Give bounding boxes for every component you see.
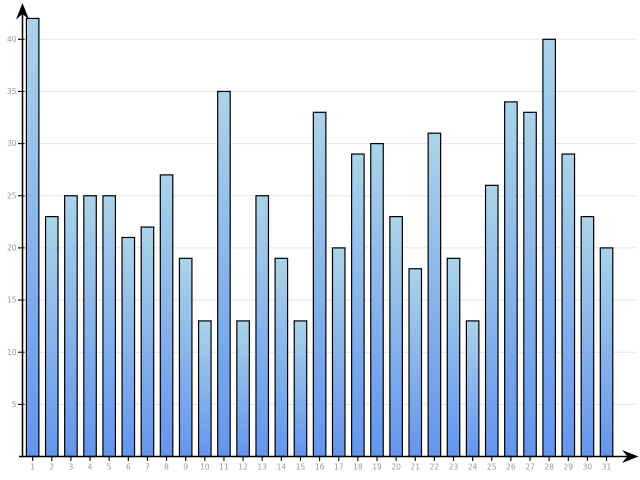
bar <box>408 268 423 458</box>
bar <box>312 111 327 458</box>
bar <box>140 226 155 458</box>
x-axis-tick-label: 1 <box>30 463 35 472</box>
y-axis-tick-label: 20 <box>7 244 17 253</box>
bar <box>542 38 557 458</box>
x-axis-tick-label: 12 <box>238 463 248 472</box>
x-axis-tick-label: 24 <box>468 463 478 472</box>
bar <box>64 195 78 458</box>
bar <box>389 216 403 458</box>
x-axis-tick-label: 17 <box>334 463 344 472</box>
bar <box>178 257 193 458</box>
x-axis-tick-label: 27 <box>525 463 535 472</box>
x-axis-tick-label: 20 <box>391 463 401 472</box>
x-axis-tick-label: 18 <box>353 463 363 472</box>
y-axis-group: 5 10 15 20 25 30 35 40 <box>7 35 25 409</box>
y-axis-tick-label: 30 <box>7 139 17 148</box>
bar <box>599 247 614 458</box>
x-axis-tick-label: 2 <box>49 463 54 472</box>
x-axis-arrow-icon <box>622 450 639 463</box>
bar <box>370 143 384 458</box>
y-axis-tick-label: 35 <box>7 87 17 96</box>
x-axis-tick-label: 31 <box>602 463 612 472</box>
bar <box>580 216 595 458</box>
bar <box>293 320 308 458</box>
x-axis-tick-label: 29 <box>564 463 574 472</box>
y-axis-tick-label: 5 <box>12 400 17 409</box>
bar <box>102 195 117 458</box>
x-axis-tick-label: 15 <box>296 463 306 472</box>
bar <box>274 257 289 458</box>
x-axis-tick-label: 30 <box>583 463 593 472</box>
bar <box>255 195 270 458</box>
x-axis-tick-label: 22 <box>430 463 440 472</box>
x-axis-tick-label: 3 <box>69 463 74 472</box>
x-axis-tick-label: 9 <box>183 463 188 472</box>
bar <box>236 320 250 458</box>
bar <box>159 174 174 458</box>
x-axis-tick-label: 5 <box>107 463 112 472</box>
bar <box>25 17 40 458</box>
x-axis-tick-label: 14 <box>277 463 287 472</box>
x-axis-tick-label: 23 <box>449 463 459 472</box>
bar <box>351 153 365 458</box>
x-axis-tick-label: 8 <box>164 463 169 472</box>
y-axis-tick-label: 10 <box>7 348 17 357</box>
x-axis-tick-label: 6 <box>126 463 131 472</box>
bar <box>446 257 461 458</box>
bar <box>83 195 97 458</box>
bar <box>331 247 346 458</box>
x-axis-tick-label: 4 <box>88 463 93 472</box>
x-axis-tick-label: 7 <box>145 463 150 472</box>
y-axis-tick-label: 40 <box>7 35 17 44</box>
x-axis-tick-label: 19 <box>372 463 382 472</box>
y-axis-arrow-icon <box>16 3 29 20</box>
x-axis-tick-label: 13 <box>257 463 267 472</box>
x-axis-group: 1 2 3 4 5 6 7 8 9 10 11 12 13 14 15 16 17 18 19 20 21 22 23 24 2… <box>30 456 612 472</box>
y-axis-tick-label: 25 <box>7 191 17 200</box>
bar <box>217 90 231 458</box>
x-axis-tick-label: 16 <box>315 463 325 472</box>
x-axis-tick-label: 26 <box>506 463 516 472</box>
bar <box>465 320 480 458</box>
x-axis-tick-label: 21 <box>410 463 420 472</box>
y-axis-tick-label: 15 <box>7 296 17 305</box>
bar <box>523 111 537 458</box>
bar <box>44 216 59 458</box>
bar <box>484 184 499 458</box>
bar <box>121 236 136 458</box>
bar <box>197 320 212 458</box>
x-axis-tick-label: 25 <box>487 463 497 472</box>
x-axis-tick-label: 28 <box>544 463 554 472</box>
bar <box>427 132 442 458</box>
bar <box>504 101 518 458</box>
x-axis-tick-label: 10 <box>200 463 210 472</box>
bar <box>561 153 576 458</box>
x-axis-tick-label: 11 <box>219 463 229 472</box>
